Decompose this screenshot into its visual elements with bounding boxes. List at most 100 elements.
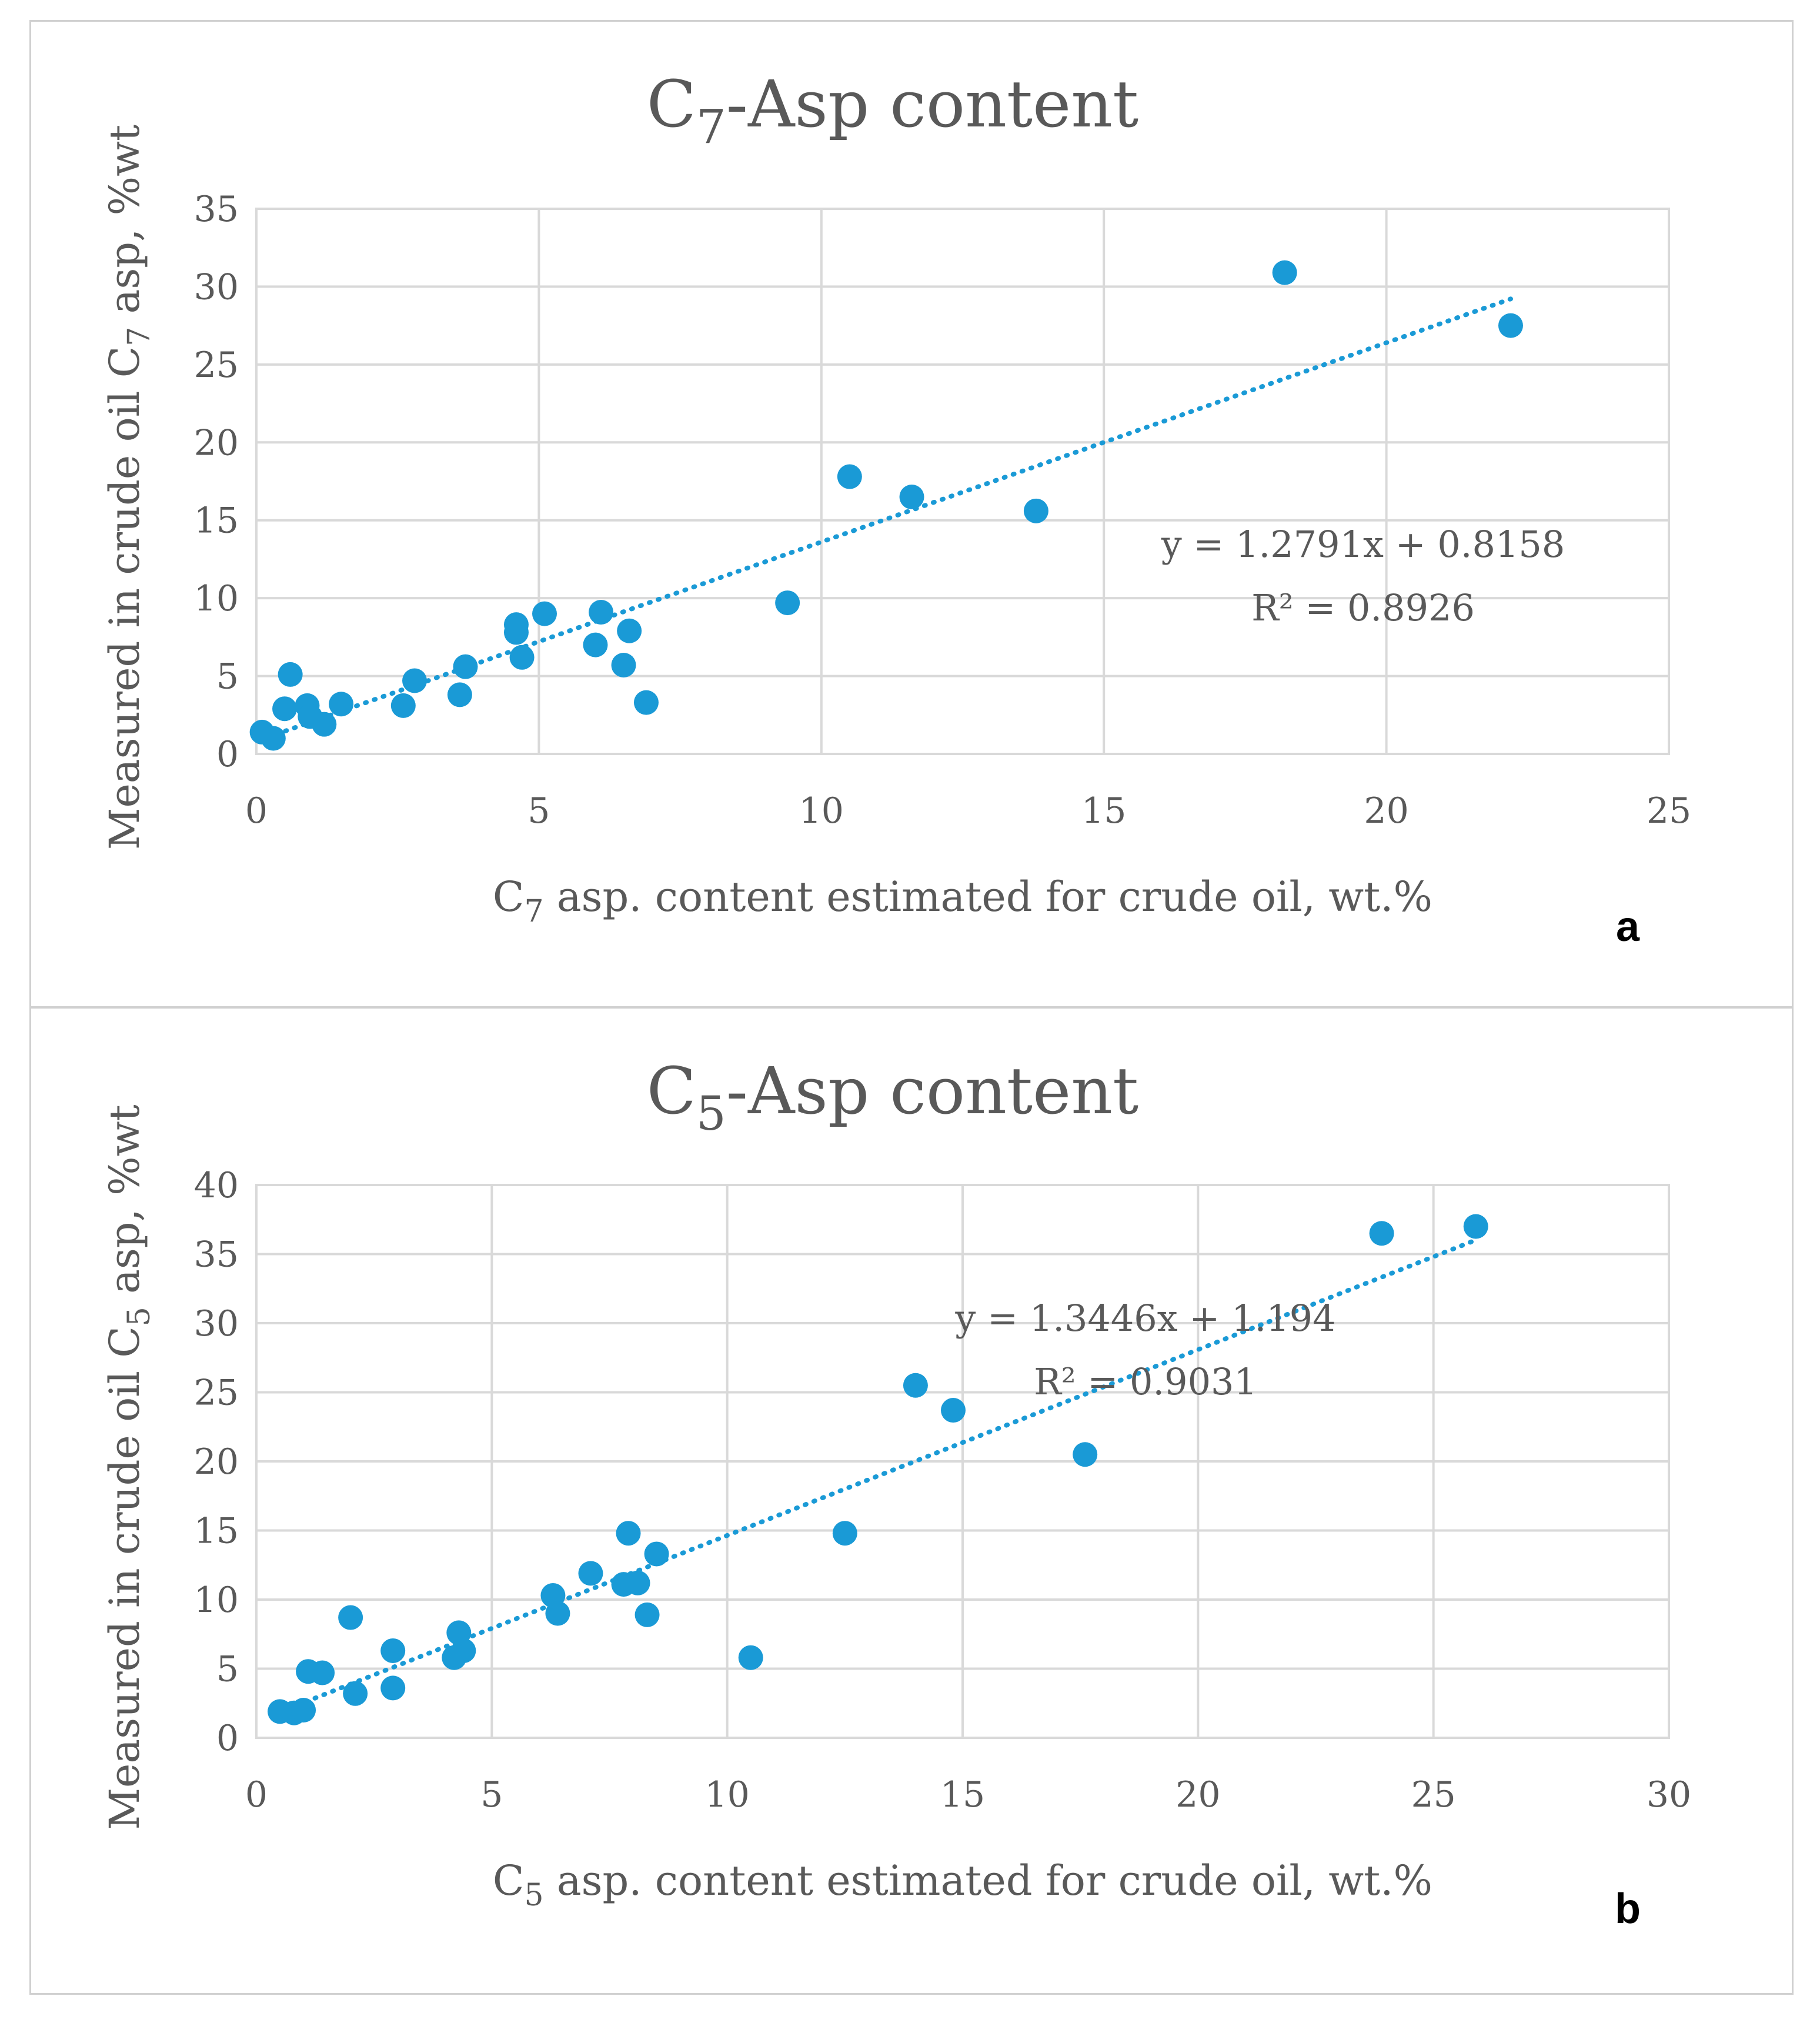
- data-point: [589, 599, 614, 625]
- y-tick-label: 0: [216, 1718, 239, 1759]
- x-axis-label-rest: asp. content estimated for crude oil, wt…: [544, 873, 1433, 921]
- data-point: [380, 1675, 406, 1701]
- data-point: [1023, 498, 1048, 523]
- x-tick-label: 20: [1364, 790, 1408, 832]
- data-point: [1498, 313, 1523, 338]
- trendline-r-squared: R² = 0.9031: [1034, 1360, 1257, 1403]
- chart-title-main: C: [647, 66, 696, 142]
- chart-title: C7-Asp content: [647, 66, 1139, 154]
- y-axis-label: Measured in crude oil C5 asp, %wt: [101, 1104, 157, 1830]
- data-point: [775, 590, 800, 616]
- data-point: [503, 620, 529, 645]
- x-axis-label-main: C: [493, 873, 525, 921]
- y-tick-label: 20: [194, 422, 239, 463]
- data-point: [583, 632, 608, 657]
- data-point: [338, 1605, 363, 1630]
- panel-label: a: [1616, 903, 1640, 950]
- data-point: [272, 696, 298, 722]
- data-point: [453, 654, 478, 679]
- data-point: [402, 668, 428, 693]
- data-point: [390, 693, 416, 718]
- y-tick-label: 25: [194, 345, 239, 386]
- y-tick-label: 0: [216, 734, 239, 775]
- x-axis-label: C7 asp. content estimated for crude oil,…: [493, 873, 1432, 929]
- data-point: [278, 662, 303, 687]
- y-axis-label-main: Measured in crude oil C: [101, 346, 149, 850]
- x-tick-label: 10: [799, 790, 844, 832]
- data-point: [545, 1601, 570, 1626]
- data-point: [625, 1570, 650, 1595]
- trendline-equation: y = 1.3446x + 1.194: [954, 1297, 1335, 1340]
- y-tick-label: 20: [194, 1441, 239, 1483]
- y-tick-label: 10: [194, 578, 239, 619]
- data-point: [633, 690, 659, 715]
- data-point: [644, 1541, 669, 1567]
- data-point: [380, 1638, 406, 1663]
- x-tick-label: 5: [527, 790, 550, 832]
- data-point: [832, 1521, 857, 1546]
- x-axis-label-main: C: [493, 1857, 525, 1905]
- x-tick-label: 5: [480, 1774, 503, 1815]
- data-point: [312, 712, 337, 737]
- data-point: [611, 653, 636, 678]
- y-tick-label: 35: [194, 1234, 239, 1276]
- data-point: [261, 726, 286, 751]
- data-point: [837, 464, 862, 489]
- data-point: [532, 601, 557, 626]
- chart-panel-a: C7-Asp content 0 5 10 15 20 25 30 35 0 5 10 15 20 25 C7…: [29, 20, 1794, 1008]
- x-tick-label: 0: [245, 1774, 268, 1815]
- plot-area: [255, 208, 1670, 755]
- y-tick-label: 15: [194, 500, 239, 542]
- data-point: [578, 1561, 603, 1586]
- data-point: [738, 1645, 763, 1670]
- chart-title-sub: 7: [696, 99, 726, 154]
- chart-title-main: C: [647, 1053, 696, 1129]
- chart-title-rest: -Asp content: [726, 66, 1138, 142]
- data-point: [310, 1660, 335, 1685]
- y-axis-label: Measured in crude oil C7 asp, %wt: [101, 125, 157, 850]
- data-point: [635, 1602, 660, 1627]
- x-axis-label-sub: 5: [524, 1878, 543, 1913]
- data-point: [1463, 1214, 1488, 1239]
- y-axis-label-main: Measured in crude oil C: [101, 1326, 149, 1830]
- trendline-equation: y = 1.2791x + 0.8158: [1161, 523, 1565, 566]
- y-axis-label-rest: asp, %wt: [101, 1104, 149, 1307]
- y-tick-label: 25: [194, 1373, 239, 1414]
- data-point: [940, 1398, 966, 1423]
- data-point: [509, 645, 535, 670]
- chart-panel-b: C5-Asp content 0 5 10 15 20 25 30 35 40 0 5 10 15 20 25…: [29, 1007, 1794, 1995]
- x-tick-label: 25: [1647, 790, 1691, 832]
- x-tick-label: 15: [940, 1774, 985, 1815]
- y-tick-label: 35: [194, 189, 239, 230]
- panel-label: b: [1615, 1885, 1641, 1932]
- y-tick-label: 5: [216, 1649, 239, 1690]
- chart-title-rest: -Asp content: [726, 1053, 1138, 1129]
- data-point: [343, 1681, 368, 1706]
- data-point: [899, 484, 924, 509]
- data-point: [617, 618, 642, 643]
- data-point: [616, 1521, 641, 1546]
- x-tick-label: 15: [1081, 790, 1126, 832]
- chart-title-sub: 5: [696, 1086, 726, 1141]
- data-point: [329, 692, 354, 717]
- y-tick-label: 30: [194, 266, 239, 308]
- x-axis-label-sub: 7: [524, 894, 543, 929]
- y-axis-label-sub: 5: [122, 1307, 157, 1326]
- y-tick-label: 5: [216, 656, 239, 697]
- x-axis-label: C5 asp. content estimated for crude oil,…: [493, 1857, 1432, 1913]
- x-tick-label: 20: [1176, 1774, 1220, 1815]
- y-axis-label-sub: 7: [122, 327, 157, 346]
- data-point: [447, 682, 472, 707]
- x-axis-label-rest: asp. content estimated for crude oil, wt…: [544, 1857, 1433, 1905]
- x-tick-label: 10: [704, 1774, 749, 1815]
- data-point: [1272, 260, 1297, 285]
- x-tick-label: 30: [1647, 1774, 1691, 1815]
- y-tick-label: 40: [194, 1165, 239, 1206]
- data-point: [451, 1638, 476, 1663]
- data-point: [1073, 1442, 1098, 1467]
- plot-area: [255, 1184, 1670, 1739]
- y-tick-label: 15: [194, 1511, 239, 1552]
- x-tick-label: 25: [1411, 1774, 1455, 1815]
